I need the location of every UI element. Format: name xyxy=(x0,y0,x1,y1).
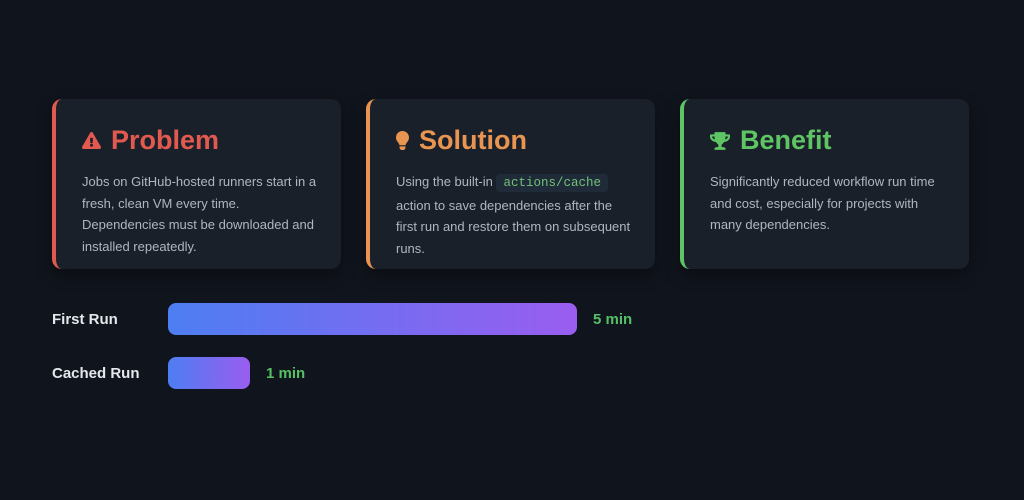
problem-body-line-2: Dependencies must be downloaded and inst… xyxy=(82,217,315,254)
chart-bar xyxy=(168,357,250,389)
code-chip: actions/cache xyxy=(496,174,608,192)
problem-card: Problem Jobs on GitHub-hosted runners st… xyxy=(52,99,341,269)
trophy-icon xyxy=(710,131,730,150)
problem-card-body: Jobs on GitHub-hosted runners start in a… xyxy=(82,171,317,257)
solution-card: Solution Using the built-in actions/cach… xyxy=(366,99,655,269)
lightbulb-icon xyxy=(396,131,409,150)
solution-body-suffix: action to save dependencies after the fi… xyxy=(396,197,631,256)
benefit-card-body: Significantly reduced workflow run time … xyxy=(710,174,935,232)
solution-card-body: Using the built-in actions/cache action … xyxy=(396,171,631,259)
benefit-card-title: Benefit xyxy=(740,125,832,155)
problem-card-header: Problem xyxy=(82,125,317,156)
problem-body-line-1: Jobs on GitHub-hosted runners start in a… xyxy=(82,174,317,211)
runtime-chart: First Run 5 min Cached Run 1 min xyxy=(52,303,632,411)
chart-row: Cached Run 1 min xyxy=(52,357,632,389)
cards-row: Problem Jobs on GitHub-hosted runners st… xyxy=(52,99,969,269)
chart-row: First Run 5 min xyxy=(52,303,632,335)
chart-bar-value: 5 min xyxy=(593,310,633,328)
solution-card-title: Solution xyxy=(419,125,527,155)
chart-bar xyxy=(168,303,577,335)
benefit-card: Benefit Significantly reduced workflow r… xyxy=(680,99,969,269)
chart-bar-value: 1 min xyxy=(266,364,306,382)
solution-card-header: Solution xyxy=(396,125,631,156)
problem-card-title: Problem xyxy=(111,125,220,155)
chart-bar-label: First Run xyxy=(52,310,118,328)
solution-body-prefix: Using the built-in xyxy=(396,174,497,189)
warning-icon xyxy=(82,132,101,149)
benefit-card-header: Benefit xyxy=(710,125,945,156)
chart-bar-label: Cached Run xyxy=(52,364,140,382)
